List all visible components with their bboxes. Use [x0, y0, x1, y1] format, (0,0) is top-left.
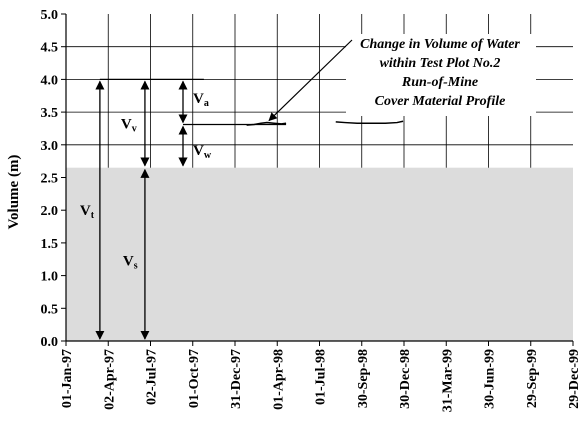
x-tick-label: 30-Dec-98 — [398, 349, 413, 409]
y-tick-label: 2.5 — [41, 172, 59, 187]
x-tick-label: 01-Jul-98 — [314, 349, 329, 405]
label-subscript: v — [132, 124, 137, 135]
x-tick-label: 30-Sep-98 — [356, 349, 371, 408]
x-tick-label: 01-Jan-97 — [60, 349, 75, 408]
solids-shaded-region — [66, 168, 573, 341]
y-tick-label: 3.0 — [41, 139, 59, 154]
x-tick-label: 02-Jul-97 — [145, 349, 160, 405]
annotation-pointer — [269, 40, 352, 121]
y-tick-label: 3.5 — [41, 106, 59, 121]
annotation-line: within Test Plot No.2 — [380, 56, 501, 71]
x-tick-label: 31-Mar-99 — [440, 349, 455, 412]
y-tick-label: 4.5 — [41, 41, 59, 56]
x-tick-label: 02-Apr-97 — [102, 349, 117, 410]
label-va: Va — [193, 91, 209, 109]
y-tick-label: 0.0 — [41, 335, 59, 350]
x-tick-label: 01-Oct-97 — [187, 349, 202, 408]
label-vw: Vw — [193, 143, 212, 161]
y-axis-label: Volume (m) — [6, 155, 22, 230]
y-tick-label: 2.0 — [41, 204, 59, 219]
label-vv: Vv — [121, 117, 137, 135]
label-subscript: w — [204, 150, 212, 161]
y-tick-label: 1.5 — [41, 237, 59, 252]
annotation-line: Change in Volume of Water — [360, 37, 520, 52]
x-tick-label: 29-Sep-99 — [525, 349, 540, 408]
x-tick-label: 31-Dec-97 — [229, 349, 244, 409]
label-subscript: s — [134, 260, 138, 271]
y-tick-label: 1.0 — [41, 270, 59, 285]
y-tick-label: 5.0 — [41, 8, 59, 23]
x-tick-label: 29-Dec-99 — [567, 349, 582, 409]
x-tick-label: 01-Apr-98 — [271, 349, 286, 410]
annotation-line: Cover Material Profile — [375, 94, 506, 109]
water-volume-line — [336, 121, 403, 123]
y-tick-label: 4.0 — [41, 73, 59, 88]
label-subscript: a — [204, 98, 209, 109]
y-tick-label: 0.5 — [41, 302, 59, 317]
x-tick-label: 30-Jun-99 — [483, 349, 498, 409]
annotation-line: Run-of-Mine — [401, 75, 478, 90]
